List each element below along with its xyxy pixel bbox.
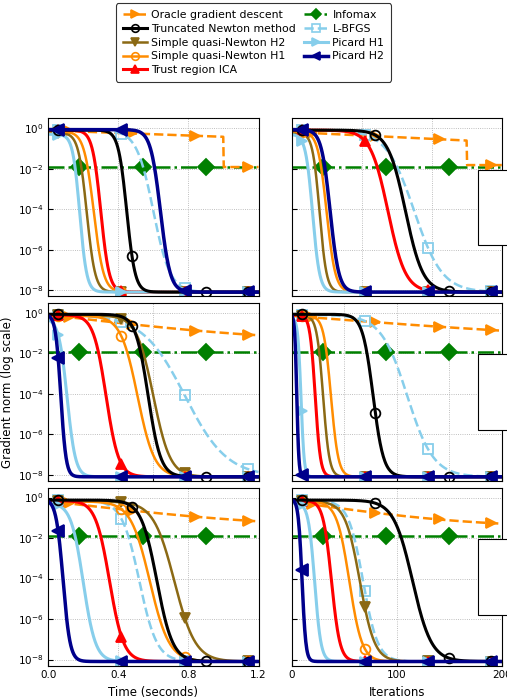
- Y-axis label: Gradient norm (log scale): Gradient norm (log scale): [1, 316, 14, 468]
- Legend: Oracle gradient descent, Truncated Newton method, Simple quasi-Newton H2, Simple: Oracle gradient descent, Truncated Newto…: [116, 3, 391, 82]
- X-axis label: Iterations: Iterations: [369, 686, 425, 697]
- X-axis label: Time (seconds): Time (seconds): [108, 686, 198, 697]
